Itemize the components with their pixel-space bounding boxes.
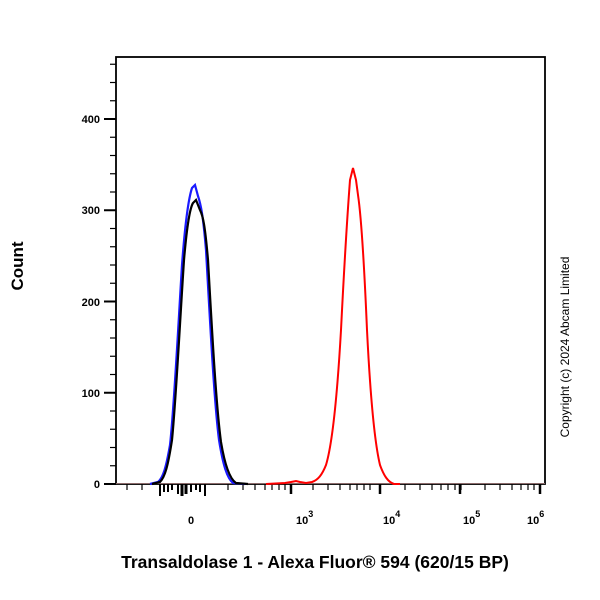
series-blue-curve <box>149 182 246 486</box>
x-tick-1e3: 103 <box>296 509 313 527</box>
series-red-curve <box>265 167 400 485</box>
y-axis-title: Count <box>8 241 27 291</box>
y-axis <box>104 63 116 485</box>
x-tick-labels: 0 103 104 105 106 <box>188 509 544 527</box>
series-black-curve <box>151 198 249 486</box>
x-axis-title: Transaldolase 1 - Alexa Fluor® 594 (620/… <box>121 552 509 572</box>
y-tick-100: 100 <box>82 388 100 400</box>
copyright-notice: Copyright (c) 2024 Abcam Limited <box>558 256 572 438</box>
x-tick-0: 0 <box>188 515 194 527</box>
y-tick-labels: 0 100 200 300 400 <box>82 114 100 491</box>
x-axis <box>126 484 542 496</box>
x-tick-1e6: 106 <box>527 509 544 527</box>
plot-frame <box>115 56 546 485</box>
y-tick-400: 400 <box>82 114 100 126</box>
x-tick-1e5: 105 <box>463 509 480 527</box>
x-tick-1e4: 104 <box>383 509 400 527</box>
y-tick-0: 0 <box>94 479 100 491</box>
y-tick-200: 200 <box>82 297 100 309</box>
y-tick-300: 300 <box>82 205 100 217</box>
